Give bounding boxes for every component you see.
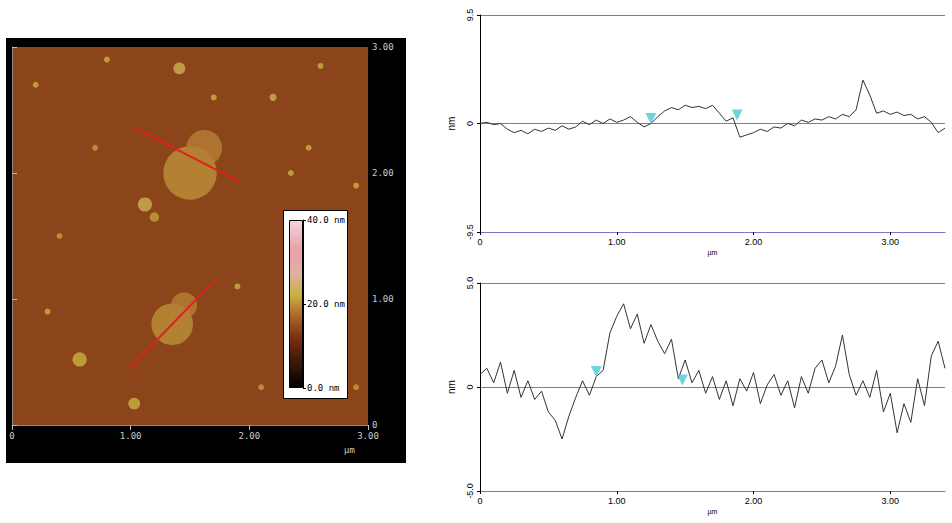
svg-text:40.0 nm: 40.0 nm <box>307 215 345 225</box>
svg-text:1.00: 1.00 <box>372 294 394 304</box>
svg-text:5.0: 5.0 <box>465 277 475 290</box>
svg-text:3.00: 3.00 <box>372 42 394 52</box>
svg-text:µm: µm <box>344 445 355 455</box>
svg-text:2.00: 2.00 <box>238 431 260 441</box>
svg-text:1.00: 1.00 <box>120 431 142 441</box>
svg-text:0: 0 <box>9 431 14 441</box>
svg-text:0.0 nm: 0.0 nm <box>307 383 340 393</box>
svg-text:0: 0 <box>372 420 377 430</box>
svg-text:0: 0 <box>477 496 482 506</box>
svg-text:-5.0: -5.0 <box>465 483 475 499</box>
svg-text:20.0 nm: 20.0 nm <box>307 299 345 309</box>
svg-text:µm: µm <box>708 508 718 516</box>
svg-text:9.5: 9.5 <box>465 9 475 22</box>
svg-text:µm: µm <box>708 249 718 257</box>
svg-text:2.00: 2.00 <box>372 168 394 178</box>
svg-text:3.00: 3.00 <box>882 496 900 506</box>
svg-text:nm: nm <box>446 380 457 394</box>
svg-text:3.00: 3.00 <box>882 237 900 247</box>
svg-text:3.00: 3.00 <box>357 431 379 441</box>
svg-text:0: 0 <box>465 121 475 126</box>
svg-text:2.00: 2.00 <box>745 496 763 506</box>
svg-text:2.00: 2.00 <box>745 237 763 247</box>
svg-text:nm: nm <box>446 117 457 131</box>
svg-text:-9.5: -9.5 <box>465 224 475 240</box>
svg-text:0: 0 <box>477 237 482 247</box>
svg-text:1.00: 1.00 <box>608 237 626 247</box>
svg-text:1.00: 1.00 <box>608 496 626 506</box>
svg-text:0: 0 <box>465 384 475 389</box>
